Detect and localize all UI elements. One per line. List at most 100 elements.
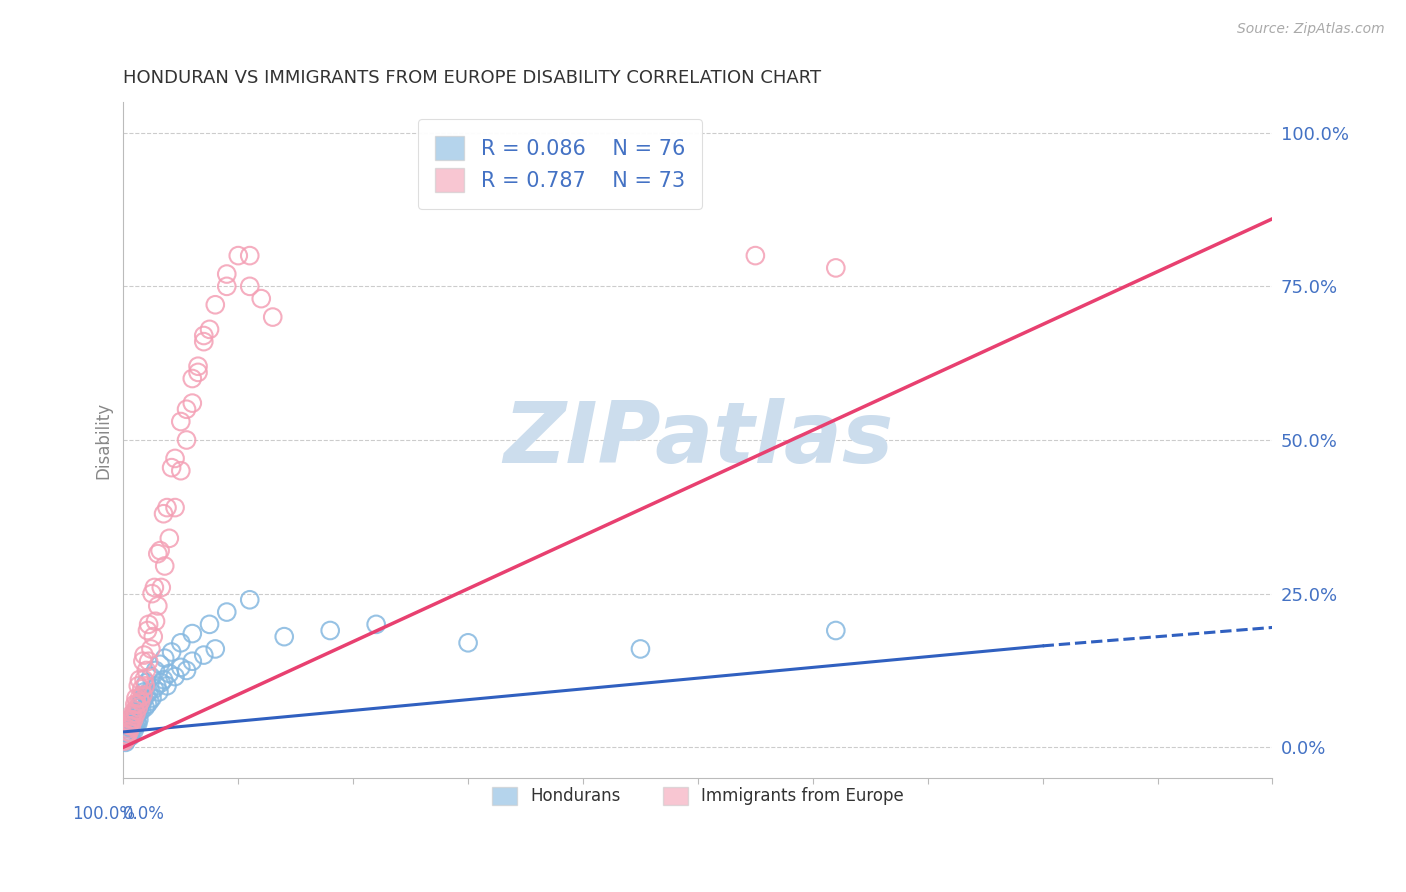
Point <box>142 630 165 644</box>
Point <box>165 670 187 684</box>
Point <box>204 298 226 312</box>
Point <box>131 703 153 717</box>
Point <box>215 267 238 281</box>
Point <box>181 654 204 668</box>
Point <box>135 664 157 678</box>
Point <box>165 500 187 515</box>
Point <box>141 691 163 706</box>
Point <box>131 692 153 706</box>
Point <box>152 507 174 521</box>
Point <box>139 670 162 684</box>
Point <box>121 706 143 721</box>
Point <box>127 700 149 714</box>
Point <box>125 691 148 706</box>
Point <box>120 715 142 730</box>
Text: HONDURAN VS IMMIGRANTS FROM EUROPE DISABILITY CORRELATION CHART: HONDURAN VS IMMIGRANTS FROM EUROPE DISAB… <box>124 69 821 87</box>
Point <box>457 636 479 650</box>
Point <box>129 698 152 712</box>
Point <box>115 725 138 739</box>
Point <box>128 691 150 706</box>
Point <box>115 731 138 745</box>
Text: 100.0%: 100.0% <box>72 805 135 823</box>
Point <box>193 648 215 662</box>
Point <box>122 713 145 727</box>
Point <box>132 654 155 668</box>
Point <box>132 691 155 706</box>
Point <box>121 721 143 735</box>
Point <box>226 249 249 263</box>
Point <box>114 728 136 742</box>
Point <box>121 709 143 723</box>
Point <box>132 694 155 708</box>
Point <box>114 734 136 748</box>
Legend: Hondurans, Immigrants from Europe: Hondurans, Immigrants from Europe <box>481 775 915 817</box>
Point <box>139 642 162 657</box>
Point <box>366 617 388 632</box>
Point <box>131 681 153 696</box>
Point <box>138 685 160 699</box>
Point <box>250 292 273 306</box>
Point <box>132 673 155 687</box>
Point <box>152 673 174 687</box>
Point <box>114 732 136 747</box>
Point <box>135 675 157 690</box>
Point <box>181 396 204 410</box>
Point <box>118 715 141 730</box>
Point <box>118 725 141 739</box>
Point <box>127 698 149 712</box>
Point <box>824 624 846 638</box>
Point <box>145 679 167 693</box>
Point <box>114 734 136 748</box>
Point <box>215 279 238 293</box>
Point <box>115 728 138 742</box>
Point <box>160 460 183 475</box>
Point <box>138 654 160 668</box>
Point <box>824 260 846 275</box>
Point <box>122 723 145 737</box>
Point <box>122 715 145 730</box>
Point <box>145 615 167 629</box>
Text: Source: ZipAtlas.com: Source: ZipAtlas.com <box>1237 22 1385 37</box>
Point <box>122 717 145 731</box>
Point <box>114 735 136 749</box>
Point <box>149 543 172 558</box>
Point <box>117 722 139 736</box>
Point <box>127 708 149 723</box>
Point <box>176 433 198 447</box>
Point <box>204 642 226 657</box>
Point <box>157 666 180 681</box>
Point <box>193 334 215 349</box>
Point <box>120 729 142 743</box>
Point <box>319 624 342 638</box>
Point <box>134 700 156 714</box>
Point <box>135 688 157 702</box>
Point <box>239 279 262 293</box>
Point <box>132 648 155 662</box>
Point <box>198 322 221 336</box>
Point <box>146 547 169 561</box>
Y-axis label: Disability: Disability <box>94 401 112 478</box>
Point <box>127 717 149 731</box>
Point <box>138 617 160 632</box>
Point <box>124 703 146 717</box>
Point <box>239 592 262 607</box>
Text: ZIPatlas: ZIPatlas <box>503 399 893 482</box>
Point <box>128 705 150 719</box>
Point <box>193 328 215 343</box>
Point <box>134 679 156 693</box>
Point <box>170 660 193 674</box>
Point <box>181 371 204 385</box>
Point <box>148 685 170 699</box>
Point <box>120 713 142 727</box>
Point <box>153 651 176 665</box>
Point <box>156 679 179 693</box>
Point <box>170 415 193 429</box>
Point <box>125 703 148 717</box>
Point <box>132 685 155 699</box>
Point <box>127 679 149 693</box>
Point <box>128 713 150 727</box>
Point <box>165 451 187 466</box>
Point <box>128 673 150 687</box>
Point <box>121 709 143 723</box>
Point <box>120 727 142 741</box>
